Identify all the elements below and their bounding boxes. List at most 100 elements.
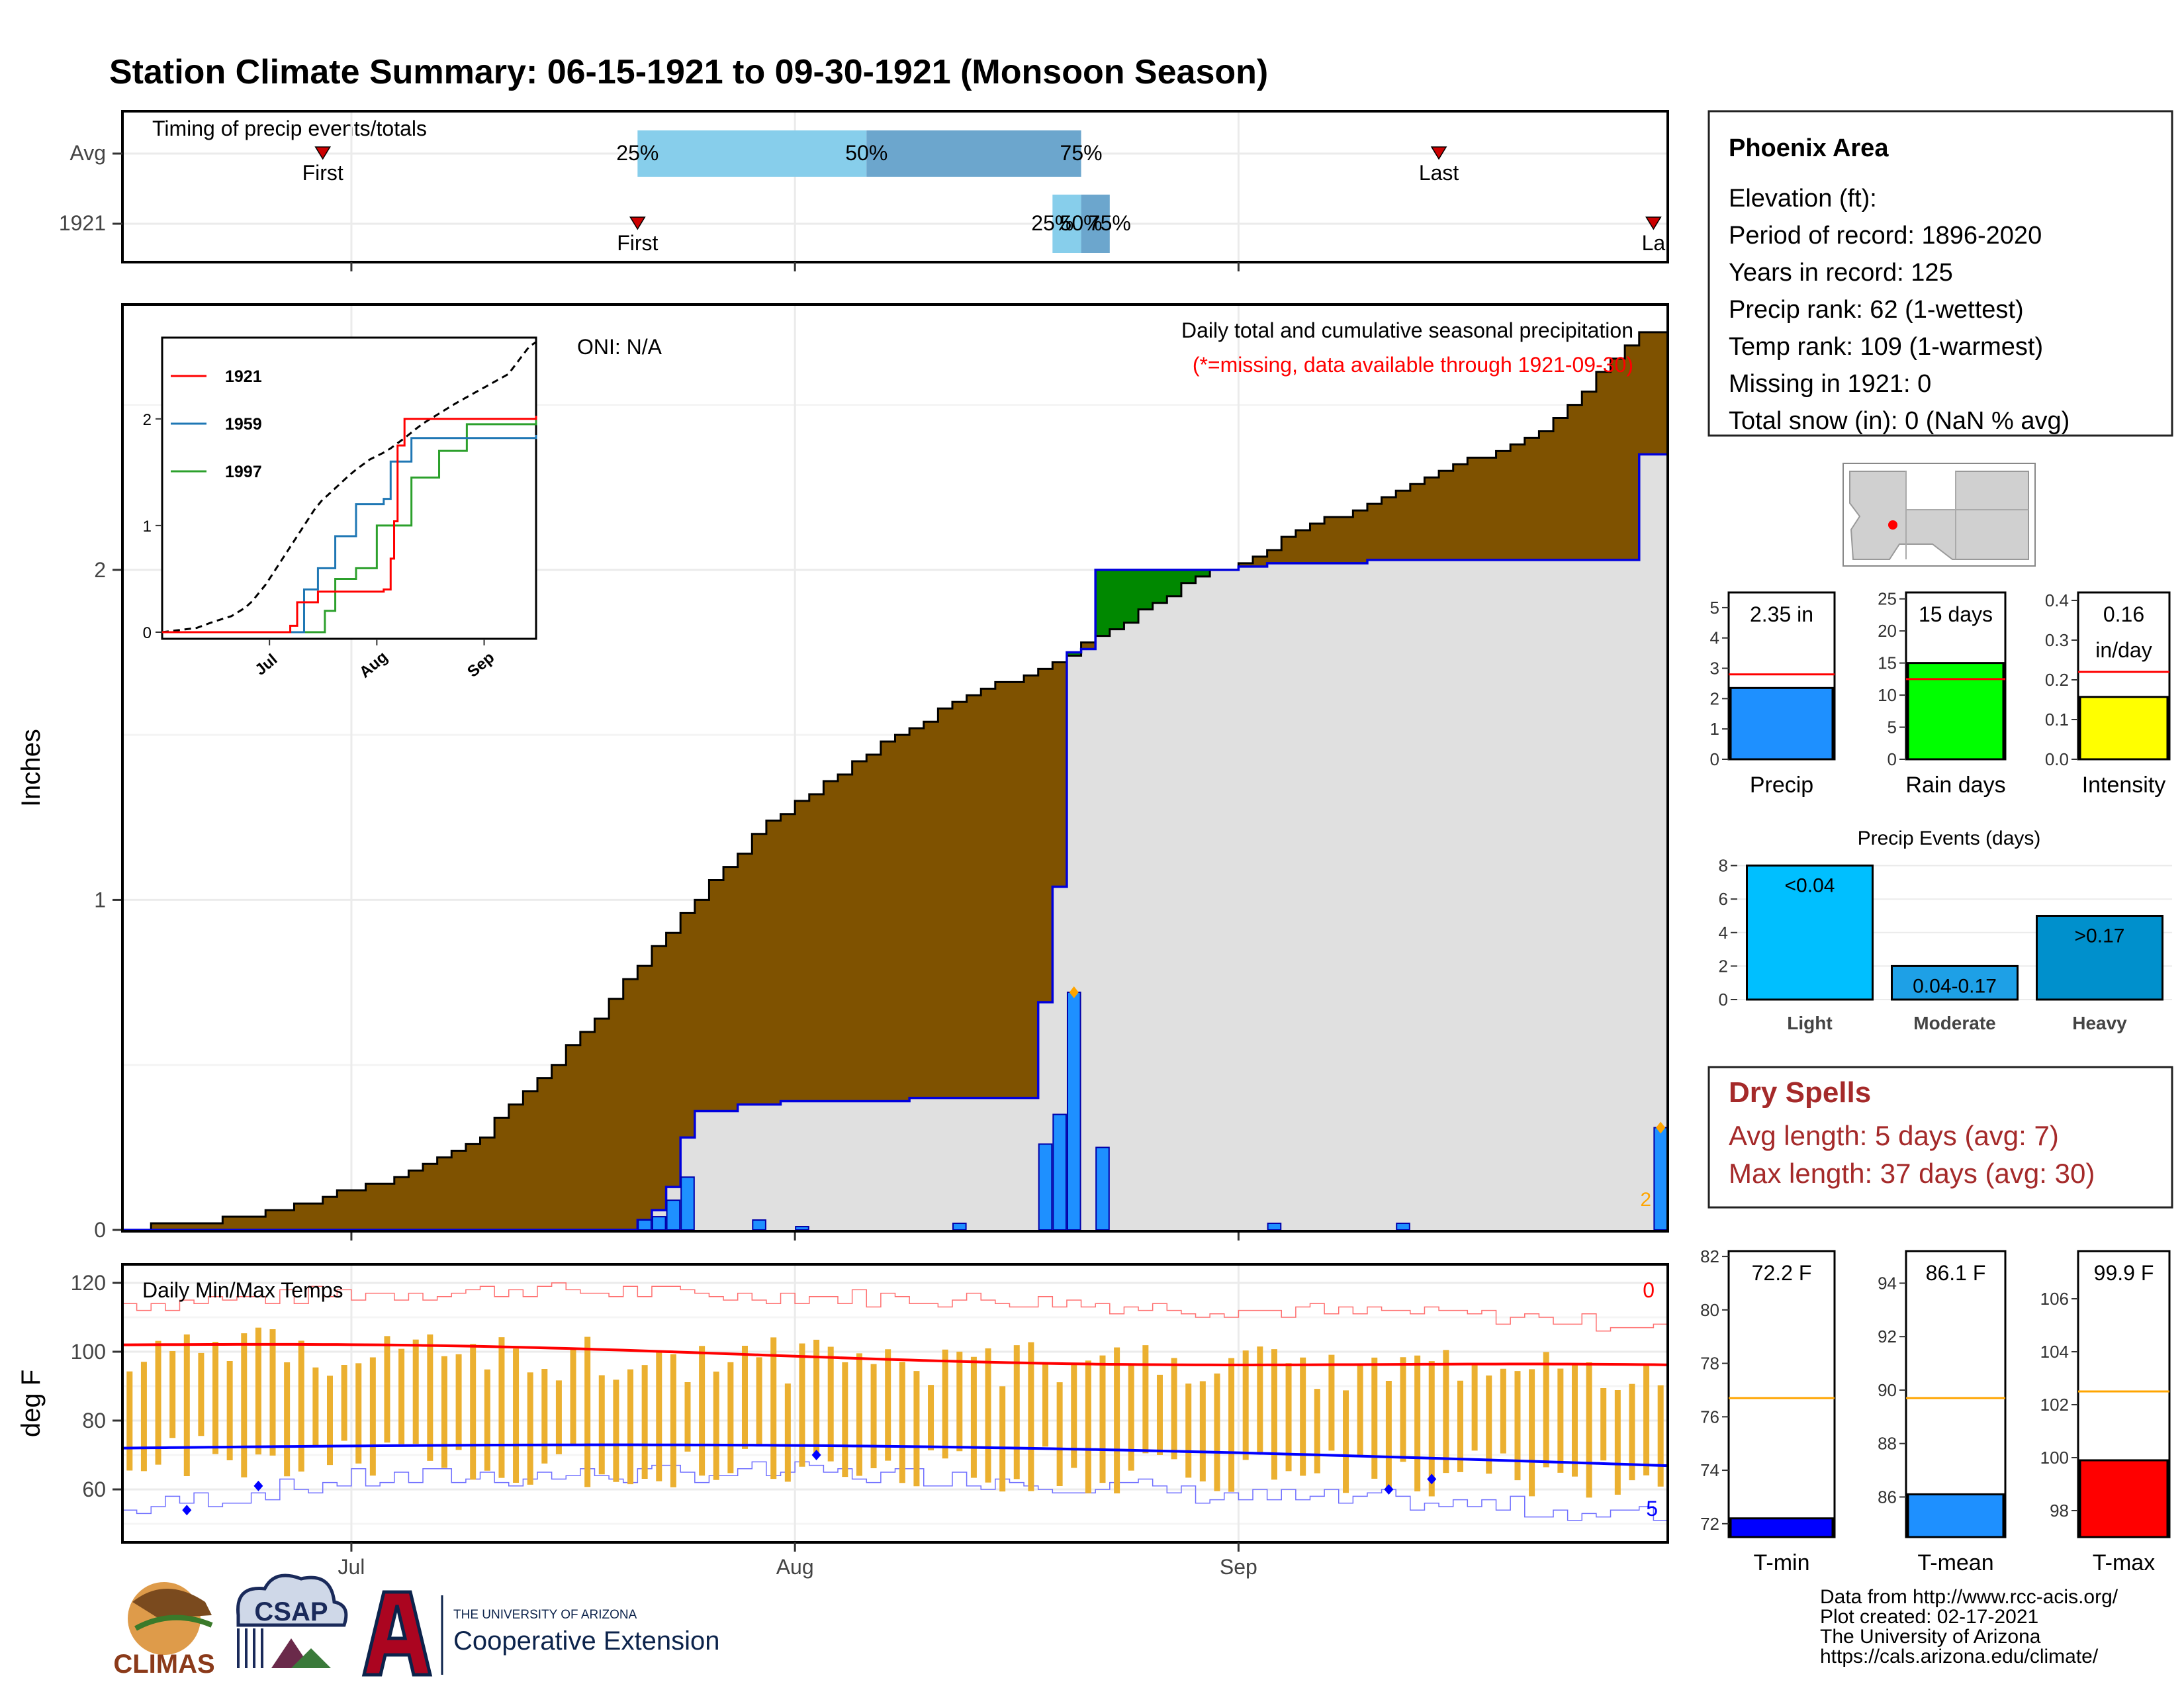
ua-line1: THE UNIVERSITY OF ARIZONA [453,1608,637,1622]
daily-max-marker [1656,1121,1666,1134]
inset-ytick-label: 0 [143,624,152,642]
inset-series-1997 [162,418,537,633]
credits: Data from http://www.rcc-acis.org/ Plot … [1820,1586,2118,1667]
map-state-borders [1905,471,2028,559]
timing-panel: Timing of precip events/totals Avg 1921 … [59,110,1669,271]
precip-mini-tick-label: 2 [1710,688,1719,708]
precip-mini-tick-label: 1 [1710,719,1719,739]
info-line-missing: Missing in 1921: 0 [1729,370,1931,398]
inset-series-1959 [162,434,537,633]
daily-precip-bar [1095,1147,1110,1231]
events-category-label: Light [1787,1013,1832,1033]
timing-avg-q50-q75-bar [866,130,1081,177]
timing-avg-last-label: Last [1419,161,1459,185]
tmin-mini-tick-label: 80 [1700,1300,1719,1320]
timing-row-avg: Avg [69,141,106,165]
tmin-mini-tick-label: 82 [1700,1246,1719,1266]
precip-events-panel: Precip Events (days) 0 2 4 6 8 <0.04 Light 0.04… [1719,827,2172,1033]
daily-precip-bar [1038,1143,1053,1231]
temp-ytick-label: 100 [71,1340,106,1364]
csap-logo-text: CSAP [254,1597,328,1626]
precip-missing-note: (*=missing, data available through 1921-… [1193,353,1633,377]
timing-row-1921: 1921 [59,211,106,235]
events-tick-label: 4 [1719,923,1728,943]
temp-count-max: 0 [1643,1278,1655,1302]
avg-max-temp-line [122,1342,1668,1366]
tmean-mini-frame [1905,1250,2007,1538]
events-bar-label: <0.04 [1785,875,1835,897]
precip-mini-axis-label: Precip [1750,773,1813,798]
precip-ytick-label: 2 [94,558,106,582]
events-bar [2036,914,2163,1001]
daily-precip-bar [952,1223,967,1231]
tmin-mini-value-label: 72.2 F [1752,1261,1812,1285]
precip-ylabel: Inches [17,729,46,807]
daily-max-marker [1069,986,1079,999]
daily-precip-bar [752,1219,766,1231]
timing-avg-first-label: First [302,161,343,185]
rain-days-mini-value-label: 15 days [1919,602,1993,626]
precip-mini-value-label: 2.35 in [1750,602,1813,626]
events-bar [1891,964,2019,1001]
timing-1921-last-marker [1645,216,1662,230]
locator-map [1843,463,2036,567]
above-average-segment [1167,569,1182,596]
events-category-label: Heavy [2072,1013,2127,1033]
events-bar-label: >0.17 [2075,925,2125,947]
credit-line-url: https://cals.arizona.edu/climate/ [1820,1646,2099,1667]
tmin-mini-axis-label: T-min [1754,1550,1810,1575]
temp-xtick-label: Jul [338,1555,365,1579]
temp-frame [121,1263,1669,1544]
intensity-mini-bar [2079,696,2169,761]
above-average-segment [1195,569,1210,577]
info-line-elevation: Elevation (ft): [1729,185,1877,212]
daily-precip-bar [1267,1223,1282,1231]
record-low-marker [253,1480,263,1491]
daily-precip-bar [680,1176,695,1231]
timing-1921-first-marker [629,216,646,230]
dry-avg-length: Avg length: 5 days (avg: 7) [1729,1120,2059,1151]
tmax-mini-value-label: 99.9 F [2094,1261,2154,1285]
above-average-segment [1109,569,1124,630]
timing-1921-q50-label: 50% [1060,211,1103,235]
timing-avg-q50-label: 50% [845,141,887,165]
station-info-box: Phoenix Area Elevation (ft): Period of r… [1707,110,2173,437]
rain-days-mini-tick-label: 20 [1878,621,1897,641]
precip-mini-chart: 0 1 2 3 4 5 2.35 in Precip [1710,591,1836,798]
tmax-mini-tick-label: 98 [2050,1501,2069,1521]
inset-avg-line [161,341,537,633]
tmax-mini-axis-label: T-max [2093,1550,2155,1575]
tmean-mini-tick-label: 94 [1878,1273,1897,1293]
intensity-mini-chart: 0.0 0.1 0.2 0.3 0.4 0.16 in/day Intensity [2045,590,2171,798]
record-low-marker [1427,1474,1437,1485]
rain-days-mini-tick-label: 5 [1888,718,1897,737]
intensity-mini-value-label: 0.16 [2103,602,2144,626]
tmin-mini-frame [1727,1250,1836,1538]
credit-line-data: Data from http://www.rcc-acis.org/ [1820,1586,2118,1608]
station-name: Phoenix Area [1729,134,1889,162]
tmean-mini-tick-label: 92 [1878,1327,1897,1346]
daily-precip-bar [1066,992,1081,1231]
map-station-dot [1888,520,1897,530]
daily-precip-bar [1396,1223,1410,1231]
temp-xtick-label: Sep [1220,1555,1257,1579]
timing-1921-q50-q75-bar [1081,195,1110,253]
daily-precip-bar [651,1216,666,1231]
csap-logo: CSAP [236,1573,348,1668]
credit-line-univ: The University of Arizona [1820,1626,2041,1648]
tmax-mini-bar [2079,1459,2169,1538]
precip-mini-tick-label: 3 [1710,659,1719,679]
rain-days-mini-bar [1907,662,2005,761]
rain-days-mini-tick-label: 25 [1878,589,1897,609]
info-line-temp-rank: Temp rank: 109 (1-warmest) [1729,333,2043,361]
temp-ytick-label: 80 [82,1409,106,1432]
ua-logo: THE UNIVERSITY OF ARIZONA Cooperative Ex… [361,1590,719,1677]
precip-mini-tick-label: 5 [1710,598,1719,618]
events-tick-label: 6 [1719,889,1728,909]
info-frame [1707,110,2173,437]
temp-bg [122,1264,1668,1542]
daily-precip-bar [795,1226,809,1231]
tmax-mini-chart: 98 100 102 104 106 99.9 F T-max [2040,1250,2171,1575]
events-category-label: Moderate [1913,1013,1995,1033]
